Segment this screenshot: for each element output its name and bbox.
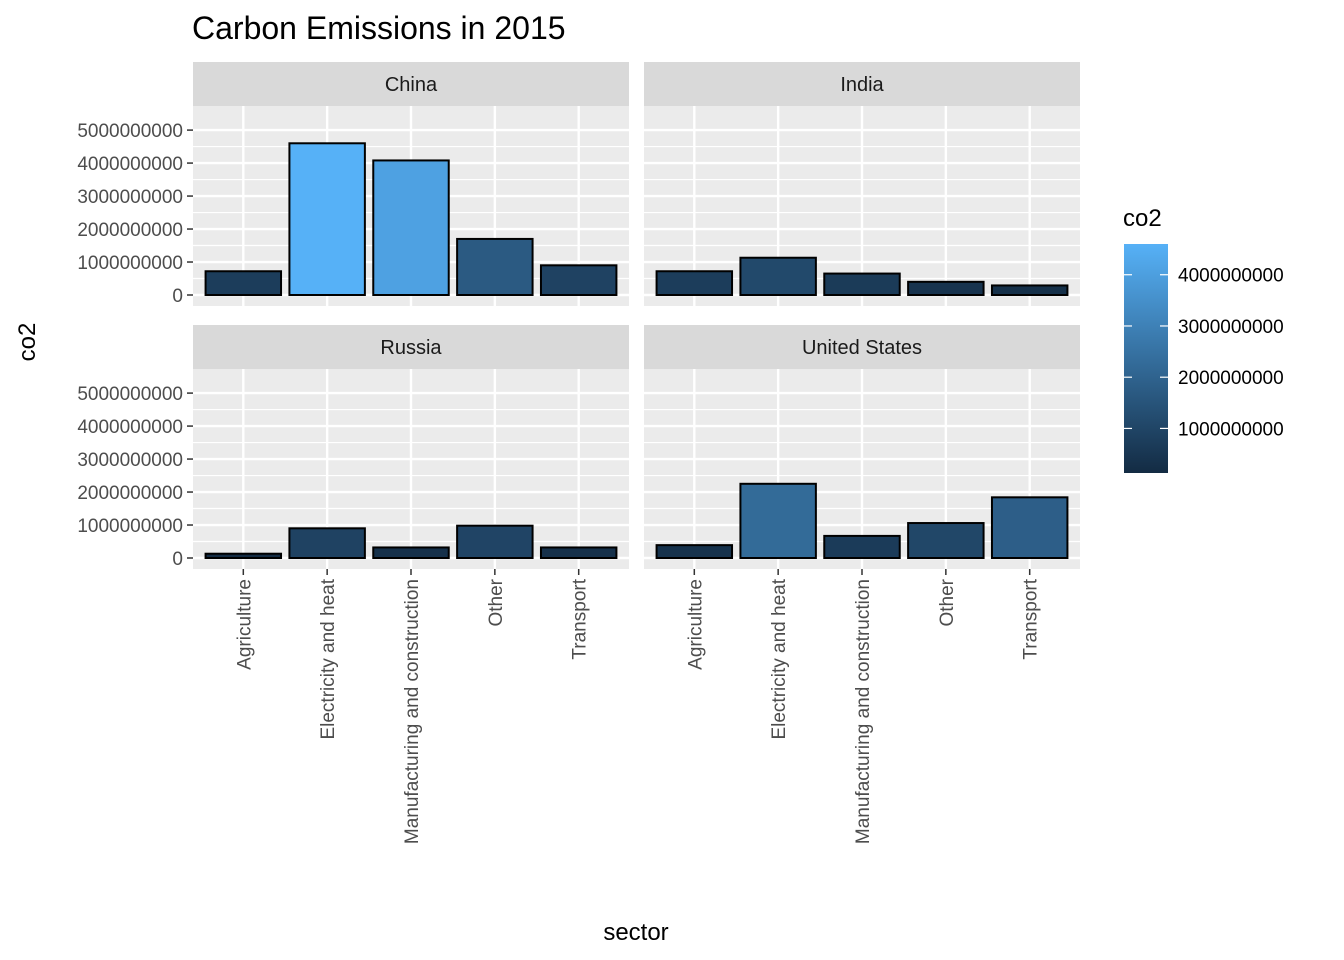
y-tick-label: 1000000000	[77, 516, 183, 537]
bar-china-other	[456, 237, 534, 296]
bar-russia-electricity-and-heat	[288, 527, 366, 560]
facet-strip-russia	[193, 325, 629, 369]
y-tick-label: 5000000000	[77, 121, 183, 142]
legend-tick-label: 3000000000	[1178, 317, 1284, 338]
x-tick-label-manufacturing-and-construction: Manufacturing and construction	[853, 579, 874, 844]
y-tick-label: 3000000000	[77, 187, 183, 208]
x-tick-label-transport: Transport	[570, 578, 591, 659]
facet-united-states: United States Agriculture Electricity and …	[644, 325, 1080, 844]
bar-russia-manufacturing-and-construction	[372, 546, 450, 560]
facet-russia: Russia 0 1000000000 2000000000 3000000000 400…	[77, 325, 629, 844]
facet-label-united-states: United States	[802, 337, 922, 359]
y-tick-label: 0	[172, 549, 183, 570]
y-tick-label: 2000000000	[77, 220, 183, 241]
bar-china-transport	[539, 264, 618, 297]
legend: 1000000000 2000000000 3000000000 4000000000	[1124, 244, 1284, 473]
legend-title: co2	[1123, 205, 1162, 232]
facet-label-china: China	[385, 74, 438, 96]
legend-tick-label: 4000000000	[1178, 266, 1284, 287]
x-tick-label-electricity-and-heat: Electricity and heat	[318, 578, 339, 739]
bar-united-states-other	[907, 522, 985, 560]
facet-strip-india	[644, 62, 1080, 106]
x-tick-label-agriculture: Agriculture	[685, 579, 706, 670]
bar-india-manufacturing-and-construction	[823, 272, 901, 296]
y-tick-label: 2000000000	[77, 483, 183, 504]
chart-title: Carbon Emissions in 2015	[192, 10, 566, 46]
bar-russia-transport	[539, 546, 618, 560]
facet-label-india: India	[840, 74, 884, 96]
x-tick-label-agriculture: Agriculture	[234, 579, 255, 670]
legend-tick-label: 2000000000	[1178, 368, 1284, 389]
y-axis-title: co2	[14, 323, 41, 362]
facets-layer: China 0 1000000000 2000000000 3000000000 4000…	[77, 62, 1080, 844]
bar-united-states-agriculture	[655, 544, 734, 560]
legend-colorbar	[1124, 244, 1168, 473]
x-tick-label-other: Other	[937, 578, 958, 626]
facet-label-russia: Russia	[380, 337, 442, 359]
bar-russia-other	[456, 524, 534, 559]
x-tick-label-transport: Transport	[1021, 578, 1042, 659]
bar-china-agriculture	[204, 270, 283, 296]
facet-india: India	[644, 62, 1080, 306]
y-tick-label: 1000000000	[77, 253, 183, 274]
x-tick-label-manufacturing-and-construction: Manufacturing and construction	[402, 579, 423, 844]
bar-india-other	[907, 280, 985, 296]
facet-strip-united-states	[644, 325, 1080, 369]
x-tick-label-electricity-and-heat: Electricity and heat	[769, 578, 790, 739]
facet-china: China 0 1000000000 2000000000 3000000000 4000…	[77, 62, 629, 307]
bar-united-states-manufacturing-and-construction	[823, 534, 901, 560]
bar-united-states-transport	[990, 496, 1069, 560]
bar-india-transport	[990, 284, 1069, 296]
bar-china-manufacturing-and-construction	[372, 159, 450, 296]
y-tick-label: 5000000000	[77, 384, 183, 405]
bar-india-agriculture	[655, 270, 734, 296]
y-tick-label: 3000000000	[77, 450, 183, 471]
y-tick-label: 0	[172, 286, 183, 307]
bar-china-electricity-and-heat	[288, 142, 366, 296]
x-tick-label-other: Other	[486, 578, 507, 626]
x-axis-title: sector	[603, 919, 668, 946]
y-tick-label: 4000000000	[77, 154, 183, 175]
y-tick-label: 4000000000	[77, 417, 183, 438]
bar-russia-agriculture	[204, 552, 283, 560]
legend-tick-label: 1000000000	[1178, 419, 1284, 440]
facet-strip-china	[193, 62, 629, 106]
bar-india-electricity-and-heat	[739, 256, 817, 296]
bar-united-states-electricity-and-heat	[739, 482, 817, 560]
